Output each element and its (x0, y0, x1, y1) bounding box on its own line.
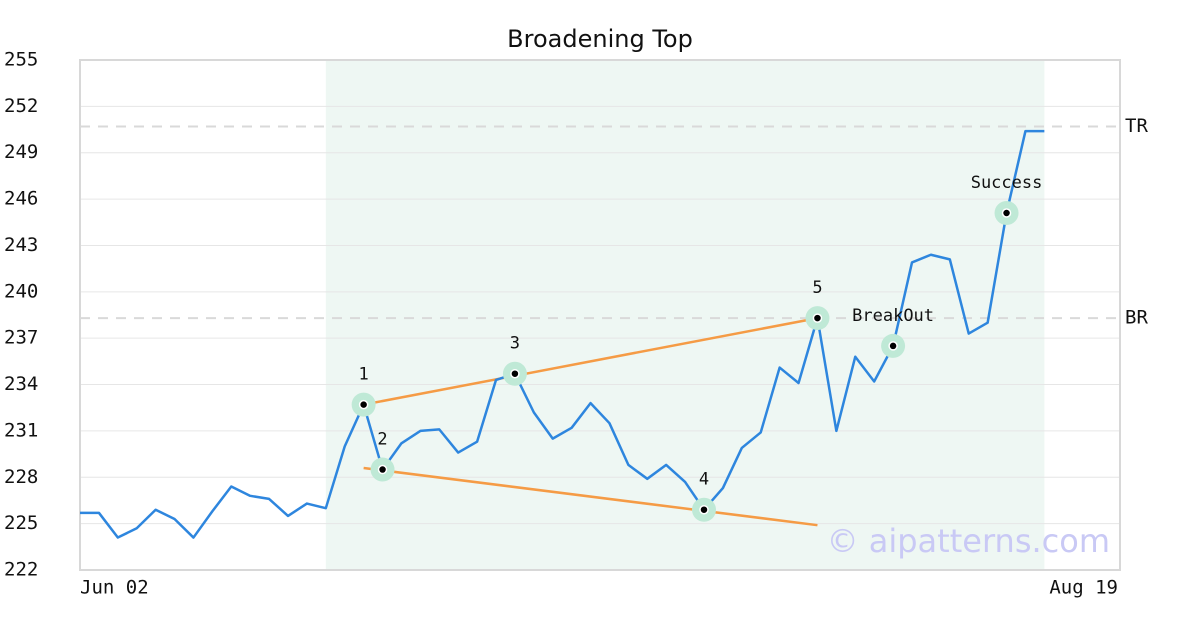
trendline (363, 316, 818, 406)
x-tick-label: Jun 02 (80, 577, 149, 599)
pivot-dot (812, 313, 823, 323)
y-tick-label: 225 (4, 512, 38, 534)
pivot-dot (1001, 208, 1012, 218)
pivot-dot (510, 368, 520, 379)
y-tick-label: 228 (4, 466, 38, 488)
chart-title: Broadening Top (507, 25, 693, 53)
plot-frame (79, 59, 1121, 571)
price-line (80, 129, 1045, 539)
pivot-label: 3 (510, 334, 520, 354)
level-label: TR (1125, 115, 1148, 137)
y-tick-label: 246 (4, 188, 38, 210)
y-tick-label: 240 (4, 280, 38, 302)
y-tick-label: 252 (4, 95, 38, 117)
pivot-dot (377, 464, 388, 475)
pivot-dot (888, 341, 898, 351)
pivot-label: 2 (377, 430, 387, 450)
pivot-label: 1 (359, 365, 369, 385)
y-tick-label: 237 (4, 327, 38, 349)
y-tick-label: 234 (4, 373, 38, 395)
pivot-dot (358, 399, 369, 410)
watermark: © aipatterns.com (827, 522, 1110, 560)
trendline (363, 466, 818, 527)
highlight-region (325, 60, 1045, 570)
x-tick-label: Aug 19 (1049, 577, 1118, 599)
y-tick-label: 231 (4, 419, 38, 441)
pivot-label: BreakOut (852, 306, 934, 326)
level-label: BR (1125, 307, 1148, 329)
y-tick-label: 243 (4, 234, 38, 256)
y-tick-label: 222 (4, 559, 38, 581)
y-tick-label: 249 (4, 141, 38, 163)
y-tick-label: 255 (4, 49, 38, 71)
pivot-dot (699, 504, 709, 515)
pivot-label: 4 (699, 470, 709, 490)
pivot-label: Success (971, 173, 1043, 193)
pivot-label: 5 (812, 278, 822, 298)
